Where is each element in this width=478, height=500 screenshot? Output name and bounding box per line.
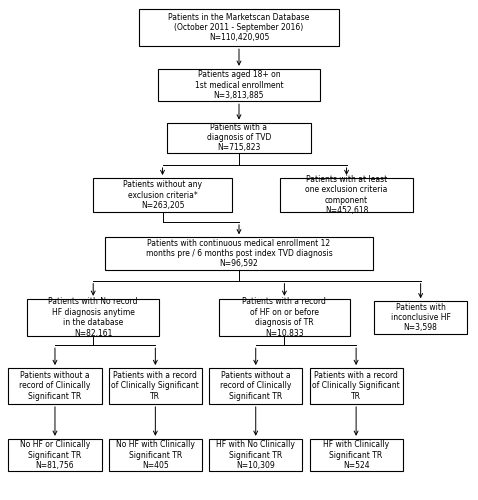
FancyBboxPatch shape	[139, 9, 339, 46]
Text: Patients with No record
HF diagnosis anytime
in the database
N=82,161: Patients with No record HF diagnosis any…	[48, 298, 138, 338]
FancyBboxPatch shape	[218, 298, 350, 336]
FancyBboxPatch shape	[310, 368, 402, 404]
Text: No HF or Clinically
Significant TR
N=81,756: No HF or Clinically Significant TR N=81,…	[20, 440, 90, 470]
FancyBboxPatch shape	[209, 439, 303, 471]
FancyBboxPatch shape	[109, 368, 202, 404]
Text: Patients with a
diagnosis of TVD
N=715,823: Patients with a diagnosis of TVD N=715,8…	[207, 122, 271, 152]
Text: HF with Clinically
Significant TR
N=524: HF with Clinically Significant TR N=524	[323, 440, 389, 470]
Text: Patients with continuous medical enrollment 12
months pre / 6 months post index : Patients with continuous medical enrollm…	[146, 238, 332, 268]
FancyBboxPatch shape	[8, 368, 102, 404]
Text: Patients without a
record of Clinically
Significant TR: Patients without a record of Clinically …	[220, 371, 292, 401]
Text: Patients with
inconclusive HF
N=3,598: Patients with inconclusive HF N=3,598	[391, 302, 451, 332]
FancyBboxPatch shape	[310, 439, 402, 471]
FancyBboxPatch shape	[167, 122, 311, 152]
Text: Patients with at least
one exclusion criteria
component
N=452,618: Patients with at least one exclusion cri…	[305, 175, 388, 215]
Text: Patients with a record
of HF on or before
diagnosis of TR
N=10,833: Patients with a record of HF on or befor…	[242, 298, 326, 338]
FancyBboxPatch shape	[280, 178, 413, 212]
FancyBboxPatch shape	[27, 298, 159, 336]
Text: Patients with a record
of Clinically Significant
TR: Patients with a record of Clinically Sig…	[111, 371, 199, 401]
FancyBboxPatch shape	[374, 301, 467, 334]
Text: Patients without any
exclusion criteria*
N=263,205: Patients without any exclusion criteria*…	[123, 180, 202, 210]
Text: No HF with Clinically
Significant TR
N=405: No HF with Clinically Significant TR N=4…	[116, 440, 195, 470]
FancyBboxPatch shape	[93, 178, 232, 212]
FancyBboxPatch shape	[109, 439, 202, 471]
Text: HF with No Clinically
Significant TR
N=10,309: HF with No Clinically Significant TR N=1…	[216, 440, 295, 470]
FancyBboxPatch shape	[209, 368, 303, 404]
FancyBboxPatch shape	[158, 68, 320, 101]
Text: Patients without a
record of Clinically
Significant TR: Patients without a record of Clinically …	[19, 371, 91, 401]
Text: Patients with a record
of Clinically Significant
TR: Patients with a record of Clinically Sig…	[312, 371, 400, 401]
Text: Patients in the Marketscan Database
(October 2011 - September 2016)
N=110,420,90: Patients in the Marketscan Database (Oct…	[168, 12, 310, 42]
FancyBboxPatch shape	[8, 439, 102, 471]
FancyBboxPatch shape	[105, 237, 373, 270]
Text: Patients aged 18+ on
1st medical enrollment
N=3,813,885: Patients aged 18+ on 1st medical enrollm…	[195, 70, 283, 100]
